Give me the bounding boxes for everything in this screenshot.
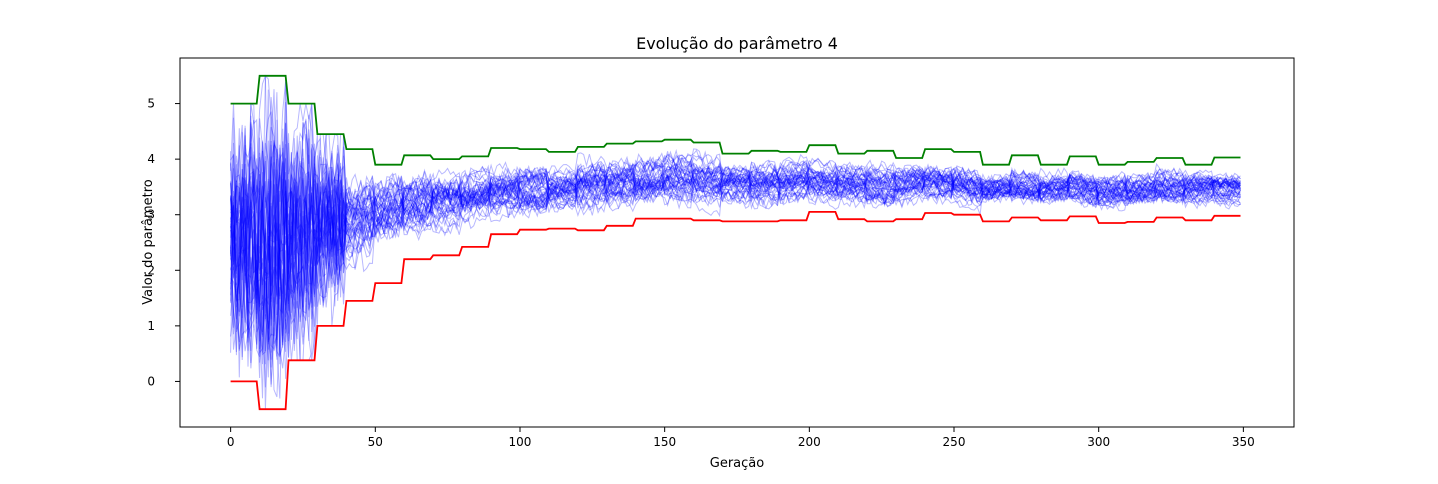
individual-line <box>230 154 1241 369</box>
x-tick-label: 0 <box>227 435 235 449</box>
individual-line <box>230 142 1241 308</box>
plot-area <box>180 58 1294 427</box>
individual-line <box>230 129 1241 365</box>
individual-line <box>230 75 1241 290</box>
individual-line <box>230 149 1241 388</box>
lower-bound-line <box>230 211 1241 411</box>
individual-line <box>230 114 1241 313</box>
x-tick-label: 150 <box>653 435 676 449</box>
individual-line <box>230 162 1241 378</box>
individual-line <box>230 150 1241 358</box>
individual-line <box>230 89 1241 290</box>
upper-bound-line <box>230 74 1241 166</box>
y-tick-label: 5 <box>147 97 155 111</box>
y-tick-label: 2 <box>147 263 155 277</box>
individual-line <box>230 160 1241 399</box>
individual-line <box>230 132 1241 345</box>
individual-line <box>230 102 1241 328</box>
individual-line <box>230 121 1241 330</box>
x-axis: 0 50 100 150 200 250 300 350 <box>227 427 1255 449</box>
individual-line <box>230 153 1241 357</box>
individual-line <box>230 92 1241 271</box>
individual-line <box>230 128 1241 338</box>
individual-line <box>230 169 1241 378</box>
individual-line <box>230 75 1241 310</box>
individual-line <box>230 169 1241 369</box>
individual-line <box>230 120 1241 361</box>
individual-line <box>230 74 1241 244</box>
x-tick-label: 250 <box>943 435 966 449</box>
individual-line <box>230 123 1241 351</box>
y-tick-label: 1 <box>147 319 155 333</box>
individual-line <box>230 162 1241 330</box>
individual-line <box>230 157 1241 353</box>
individual-line <box>230 147 1241 341</box>
individuals-layer <box>230 74 1241 410</box>
individual-line <box>230 133 1241 317</box>
individual-line <box>230 123 1241 355</box>
individual-line <box>230 145 1241 337</box>
individual-line <box>230 140 1241 323</box>
y-axis-label: Valor do parâmetro <box>141 179 156 305</box>
individual-line <box>230 140 1241 300</box>
individual-line <box>230 151 1241 355</box>
individual-line <box>230 138 1241 304</box>
individual-line <box>230 167 1241 399</box>
x-tick-label: 50 <box>368 435 383 449</box>
individual-line <box>230 150 1241 410</box>
y-tick-label: 4 <box>147 152 155 166</box>
bounds-layer <box>230 74 1241 411</box>
individual-line <box>230 152 1241 352</box>
x-tick-label: 100 <box>509 435 532 449</box>
individual-line <box>230 140 1241 334</box>
chart-title: Evolução do parâmetro 4 <box>636 34 838 53</box>
y-tick-label: 3 <box>147 208 155 222</box>
individual-line <box>230 145 1241 343</box>
individual-line <box>230 135 1241 346</box>
individual-line <box>230 151 1241 365</box>
x-tick-label: 200 <box>798 435 821 449</box>
individual-line <box>230 166 1241 379</box>
individual-line <box>230 154 1241 356</box>
individual-line <box>230 142 1241 357</box>
x-tick-label: 350 <box>1232 435 1255 449</box>
y-tick-label: 0 <box>147 374 155 388</box>
individual-line <box>230 141 1241 318</box>
individual-line <box>230 147 1241 343</box>
x-axis-label: Geração <box>710 456 764 471</box>
y-axis: 0 1 2 3 4 5 <box>147 97 180 388</box>
x-tick-label: 300 <box>1087 435 1110 449</box>
individual-line <box>230 103 1241 349</box>
plot-frame <box>179 57 1295 428</box>
